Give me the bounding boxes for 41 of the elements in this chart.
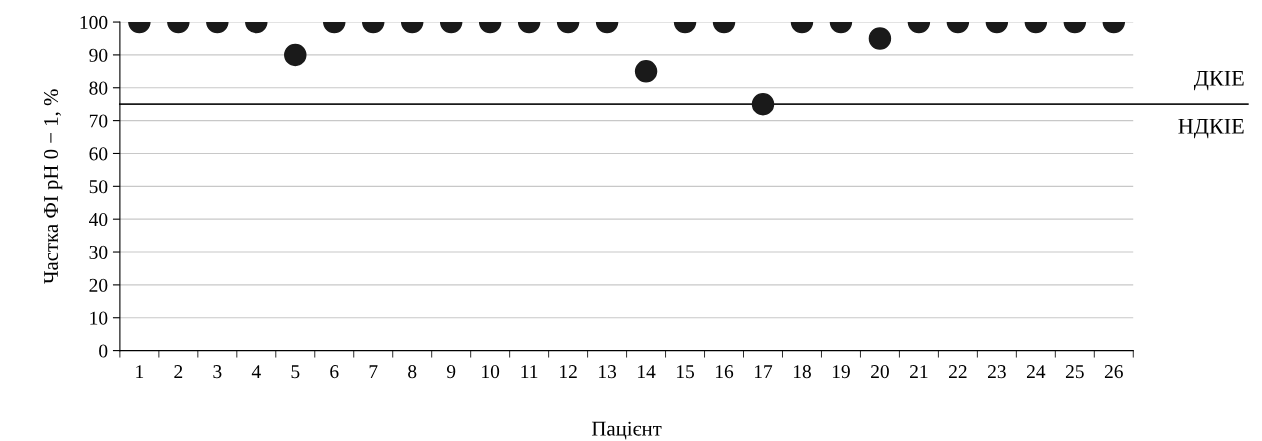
ref-line-label: ДКІЕ <box>1193 71 1244 91</box>
y-tick-label: 30 <box>89 245 108 259</box>
x-tick-label: 5 <box>291 365 300 379</box>
y-axis-title: Частка ФІ pH 0 − 1, % <box>43 89 63 284</box>
y-tick-label: 100 <box>80 15 108 29</box>
y-tick-label: 10 <box>90 311 108 325</box>
text: НДКІЕ <box>1178 118 1244 139</box>
x-tick-label: 21 <box>910 365 928 378</box>
x-tick-label: 3 <box>213 365 222 379</box>
x-axis-title: Пацієнт <box>591 421 662 440</box>
x-tick-label: 17 <box>754 365 773 378</box>
x-tick-label: 25 <box>1065 365 1084 379</box>
x-tick-label: 24 <box>1026 365 1046 378</box>
x-tick-label: 4 <box>251 365 261 378</box>
x-tick-label: 8 <box>408 365 417 379</box>
x-tick-label: 1 <box>136 365 144 378</box>
x-tick-label: 16 <box>716 365 734 379</box>
x-tick-label: 22 <box>949 365 967 378</box>
x-tick-label: 10 <box>482 365 500 379</box>
x-tick-label: 18 <box>793 365 811 379</box>
y-tick-label: 40 <box>89 212 108 227</box>
x-tick-label: 20 <box>871 365 889 379</box>
x-tick-label: 26 <box>1104 365 1123 379</box>
x-tick-label: 23 <box>987 365 1006 379</box>
x-tick-label: 11 <box>521 365 538 378</box>
x-tick-label: 2 <box>174 365 183 378</box>
x-tick-label: 15 <box>677 365 695 379</box>
y-tick-label: 90 <box>89 48 108 62</box>
x-tick-label: 12 <box>560 365 577 378</box>
y-tick-label: 80 <box>89 81 108 95</box>
x-tick-label: 7 <box>369 365 378 378</box>
y-tick-label: 0 <box>99 344 108 358</box>
y-tick-label: 70 <box>89 114 108 128</box>
x-tick-label: 9 <box>446 365 456 379</box>
x-tick-label: 19 <box>832 365 850 379</box>
y-tick-label: 50 <box>89 180 108 194</box>
x-tick-label: 14 <box>638 365 656 378</box>
y-tick-label: 20 <box>89 278 108 292</box>
x-tick-label: 6 <box>330 365 339 379</box>
y-tick-label: 60 <box>89 147 108 161</box>
x-tick-label: 13 <box>599 365 617 379</box>
